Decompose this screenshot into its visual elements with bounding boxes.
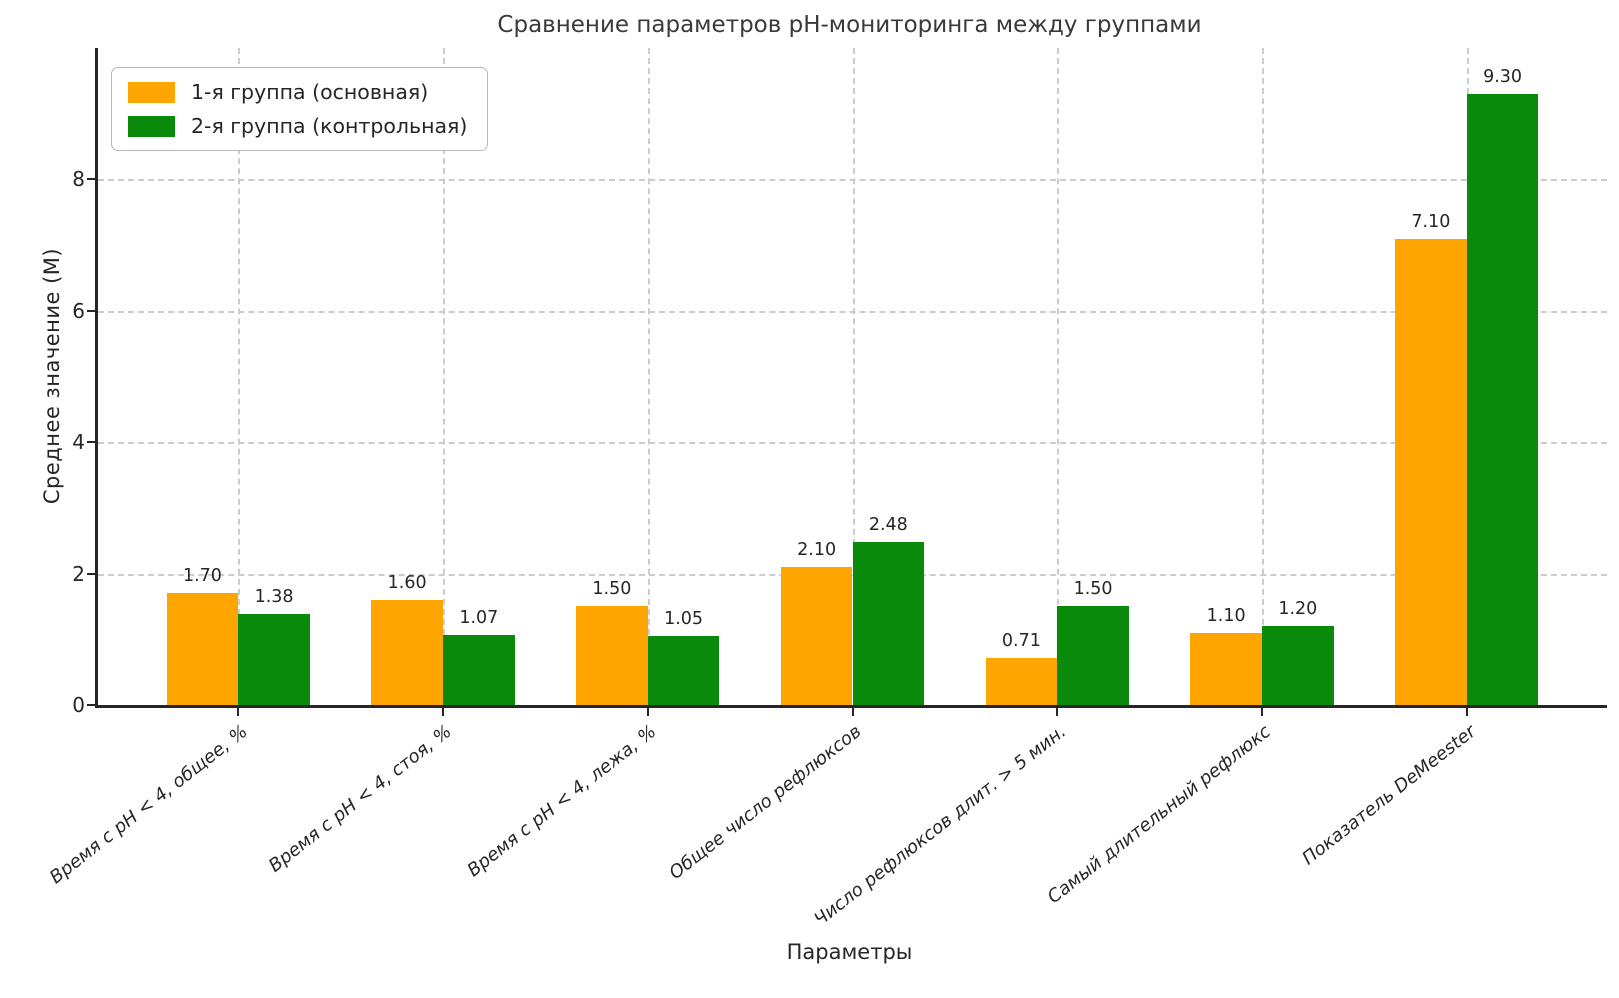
x-gridline [238,48,241,705]
x-tick-mark [237,708,240,716]
x-gridline [443,48,445,705]
bar-series1-cat1 [166,593,239,705]
x-tick-mark [1056,708,1059,716]
y-tick-mark [87,572,95,575]
legend-swatch-1 [128,81,175,103]
bar-series2-cat4 [852,542,925,705]
bar-value-label: 1.10 [1206,605,1246,626]
y-tick-mark [87,704,95,706]
bar-value-label: 9.30 [1483,67,1523,87]
bar-value-label: 1.05 [664,609,704,630]
legend-label-1: 1-я группа (основная) [191,80,429,104]
y-tick-label: 2 [72,561,85,586]
bar-series2-cat5 [1057,606,1129,705]
x-gridline [1261,48,1264,705]
bar-series2-cat7 [1466,94,1539,705]
chart-title: Сравнение параметров pH-мониторинга межд… [497,12,1202,38]
bar-value-label: 2.10 [797,540,837,561]
x-tick-mark [1260,708,1263,716]
x-tick-label: Время с pH < 4, лежа, % [463,721,661,882]
bar-value-label: 1.07 [459,607,499,628]
x-gridline [852,48,855,705]
y-tick-mark [87,178,95,181]
legend: 1-я группа (основная) 2-я группа (контрол… [111,67,489,151]
y-tick-label: 4 [72,430,85,455]
bar-value-label: 1.50 [592,579,632,600]
x-tick-label: Число рефлюксов длит. > 5 мин. [810,721,1071,931]
x-axis-label: Параметры [786,940,913,964]
legend-swatch-2 [128,115,175,137]
x-tick-mark [646,708,649,716]
bar-series1-cat3 [576,606,648,705]
bar-value-label: 1.70 [182,566,222,587]
y-tick-label: 6 [72,298,85,323]
bar-value-label: 1.38 [254,587,294,608]
y-tick-label: 8 [72,167,85,192]
x-tick-label: Показатель DeMeester [1298,721,1480,870]
bar-series2-cat6 [1261,626,1334,705]
legend-item-2: 2-я группа (контрольная) [128,114,467,138]
x-gridline [1057,48,1060,705]
x-tick-mark [1465,708,1468,716]
legend-label-2: 2-я группа (контрольная) [191,114,468,138]
x-tick-label: Самый длительный рефлюкс [1043,721,1275,908]
bar-value-label: 1.50 [1073,579,1113,600]
y-tick-mark [87,441,95,444]
x-tick-mark [442,708,444,716]
bar-series2-cat1 [238,614,310,705]
y-tick-mark [87,309,95,312]
x-gridline [647,48,650,705]
y-axis-label: Среднее значение (М) [40,247,64,505]
bar-value-label: 0.71 [1001,631,1041,652]
x-tick-label: Время с pH < 4, общее, % [45,721,252,889]
plot-area: 1-я группа (основная) 2-я группа (контрол… [45,48,1607,930]
bar-value-label: 1.20 [1278,599,1318,620]
x-tick-label: Общее число рефлюксов [665,721,866,884]
bar-value-label: 1.60 [387,572,427,593]
bar-series1-cat4 [780,567,853,705]
bar-series1-cat6 [1190,632,1262,705]
bar-series1-cat2 [371,599,443,705]
bar-value-label: 7.10 [1411,211,1451,232]
bar-series2-cat3 [647,636,720,705]
bar-series1-cat5 [985,658,1058,705]
y-tick-label: 0 [72,693,85,717]
bar-series1-cat7 [1395,238,1467,705]
bar-value-label: 2.48 [868,515,908,536]
legend-item-1: 1-я группа (основная) [128,80,467,104]
x-tick-mark [851,708,854,716]
bar-series2-cat2 [443,634,515,705]
x-tick-label: Время с pH < 4, стоя, % [265,721,456,877]
